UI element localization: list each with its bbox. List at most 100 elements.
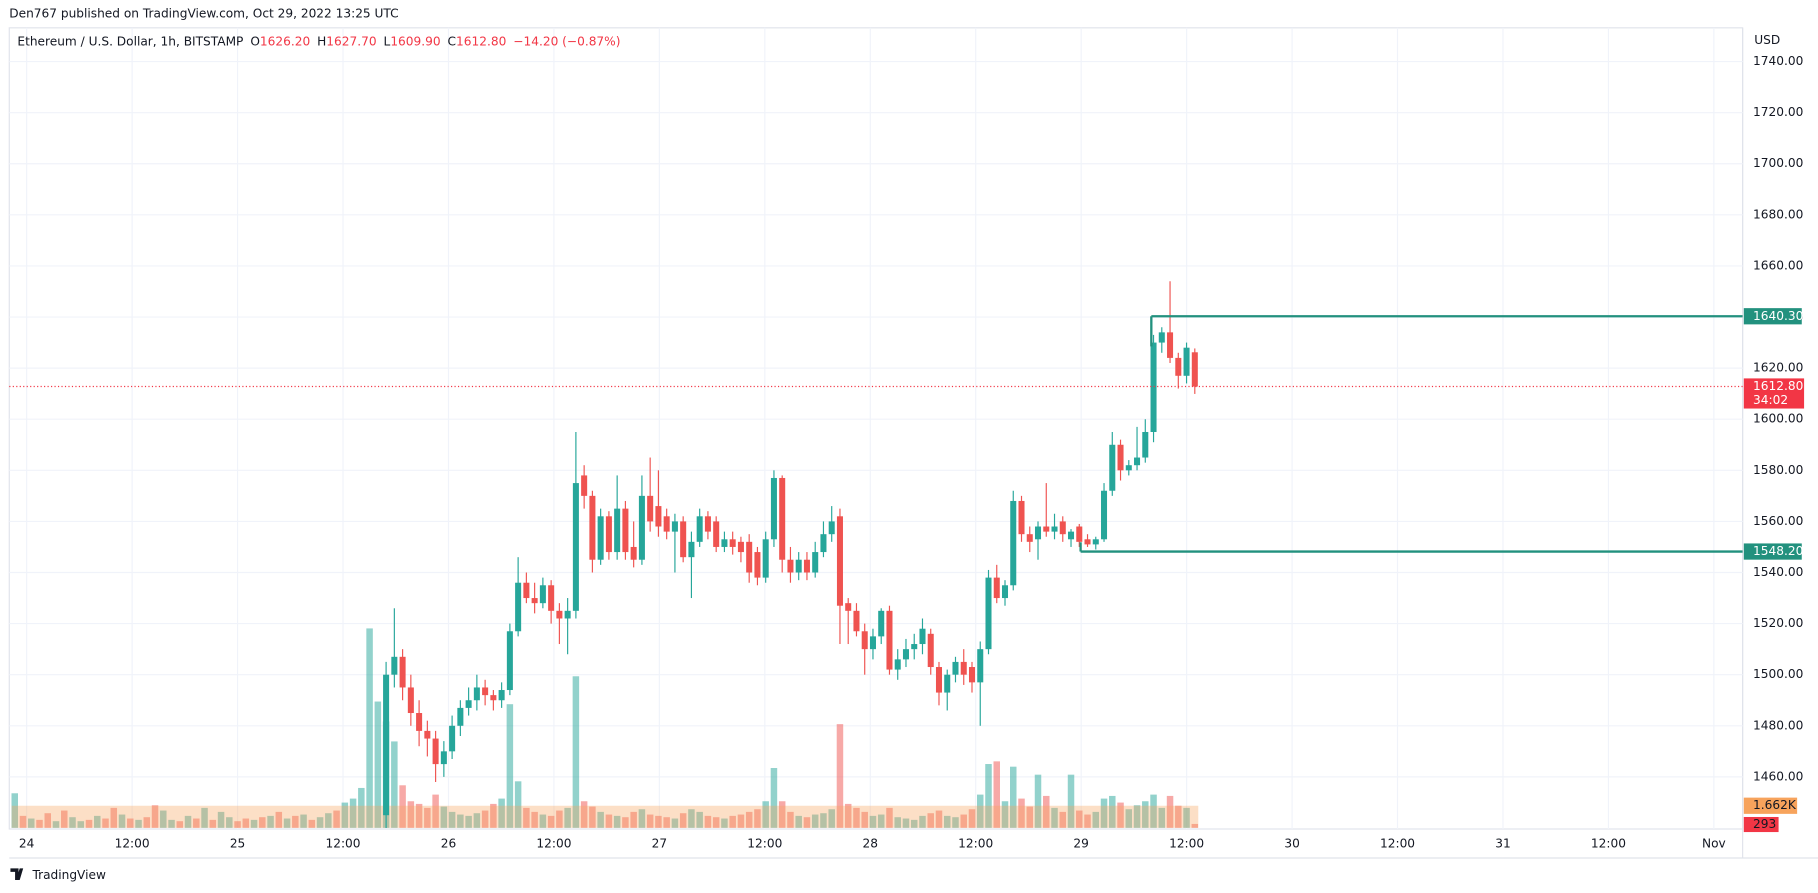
- volume-bar: [729, 815, 736, 828]
- candle-body: [1084, 539, 1091, 545]
- candle-body: [1167, 332, 1174, 358]
- volume-bar: [283, 818, 291, 828]
- x-tick-label: 12:00: [325, 837, 360, 851]
- volume-bar: [704, 815, 712, 828]
- volume-bar: [696, 811, 703, 828]
- candle-body: [1034, 526, 1042, 540]
- grid: 1460.00 1480.00 1500.00 1520.00 1540.00 1560.…: [9, 27, 1803, 851]
- candle-body: [539, 585, 546, 604]
- candle-body: [548, 585, 555, 611]
- candle-body: [383, 674, 390, 816]
- candle-body: [944, 674, 951, 693]
- candle-body: [820, 534, 827, 553]
- candle-body: [894, 659, 901, 670]
- candle-body: [853, 610, 860, 632]
- volume-bar: [102, 818, 109, 828]
- candle-body: [902, 649, 909, 660]
- volume-bar: [844, 803, 852, 828]
- candle-body: [465, 700, 472, 708]
- volume-bar: [490, 803, 497, 828]
- candle-body: [1051, 526, 1058, 532]
- candle-body: [407, 687, 414, 714]
- volume-bar: [1067, 774, 1075, 828]
- level-tag: [1743, 308, 1802, 325]
- x-tick-label: 30: [1284, 837, 1299, 851]
- volume-bar: [853, 807, 860, 828]
- volume-bar: [985, 764, 992, 828]
- volume-bar: [52, 821, 60, 828]
- volume-bar: [407, 801, 415, 828]
- candle-body: [1150, 342, 1157, 432]
- x-tick-label: Nov: [1702, 837, 1726, 851]
- footer-logo: [10, 868, 24, 881]
- volume-bar: [803, 817, 811, 828]
- candle-body: [597, 516, 604, 560]
- volume-bar: [1117, 802, 1124, 828]
- candle-body: [614, 508, 621, 553]
- candle-body: [737, 541, 744, 553]
- candle-body: [754, 552, 761, 578]
- volume-bar: [531, 811, 538, 828]
- volume-bar: [234, 821, 241, 828]
- candle-body: [1043, 526, 1050, 532]
- volume-bar: [1142, 801, 1149, 828]
- candle-body: [622, 508, 629, 553]
- volume-bar: [275, 811, 283, 828]
- volume-bar: [539, 814, 547, 828]
- volume-bar: [1010, 766, 1017, 828]
- volume-bar: [267, 815, 274, 828]
- candle-body: [1101, 490, 1108, 540]
- volume-bar: [209, 819, 217, 828]
- volume-bar: [432, 794, 439, 828]
- candle-body: [952, 661, 959, 675]
- volume-bar: [1125, 809, 1133, 828]
- volume-bar: [993, 761, 1000, 828]
- candle-body: [490, 695, 497, 701]
- candle-body: [449, 725, 456, 752]
- volume-bar: [820, 813, 827, 828]
- volume-bar: [250, 819, 258, 828]
- y-tick-label: 1540.00: [1753, 565, 1803, 579]
- volume-bar: [300, 814, 307, 828]
- candle-body: [787, 559, 794, 573]
- candle-body: [556, 610, 563, 619]
- volume-bar: [259, 817, 266, 828]
- candle-body: [1191, 352, 1198, 387]
- volume-bar: [308, 819, 316, 828]
- candle-body: [1068, 531, 1075, 540]
- y-tick-label: 1480.00: [1753, 718, 1803, 732]
- candle-body: [1092, 539, 1099, 545]
- volume-bar: [325, 813, 332, 828]
- change: −14.20 (−0.87%): [513, 34, 620, 48]
- volume-bar: [894, 817, 901, 828]
- level-tag: [1743, 543, 1802, 560]
- volume-ma-tag: [1743, 797, 1798, 814]
- candle-body: [869, 636, 876, 650]
- volume-bar: [217, 811, 225, 828]
- level-label: 1640.30: [1753, 309, 1803, 323]
- candle-body: [919, 628, 926, 645]
- x-tick-label: 12:00: [747, 837, 782, 851]
- candle-body: [647, 495, 654, 522]
- level-label: 1548.20: [1753, 544, 1803, 558]
- volume-bar: [465, 815, 472, 828]
- candle-body: [845, 603, 852, 611]
- volume-bar: [927, 813, 934, 828]
- volume-bar: [481, 810, 489, 828]
- volume-bar: [19, 815, 27, 828]
- y-tick-label: 1500.00: [1753, 667, 1803, 681]
- candle-body: [473, 687, 480, 701]
- volume-bar: [1034, 774, 1042, 828]
- y-tick-label: 1660.00: [1753, 258, 1803, 272]
- y-tick-label: 1720.00: [1753, 105, 1803, 119]
- volume-bar: [679, 813, 687, 828]
- volume-bar: [391, 741, 398, 828]
- volume-bar: [1043, 795, 1050, 828]
- volume-pane: [11, 628, 1199, 828]
- volume-bar: [358, 787, 365, 828]
- volume-bar: [151, 805, 159, 828]
- volume-bar: [1150, 794, 1157, 828]
- volume-bar: [143, 817, 151, 828]
- volume-bar: [127, 818, 134, 828]
